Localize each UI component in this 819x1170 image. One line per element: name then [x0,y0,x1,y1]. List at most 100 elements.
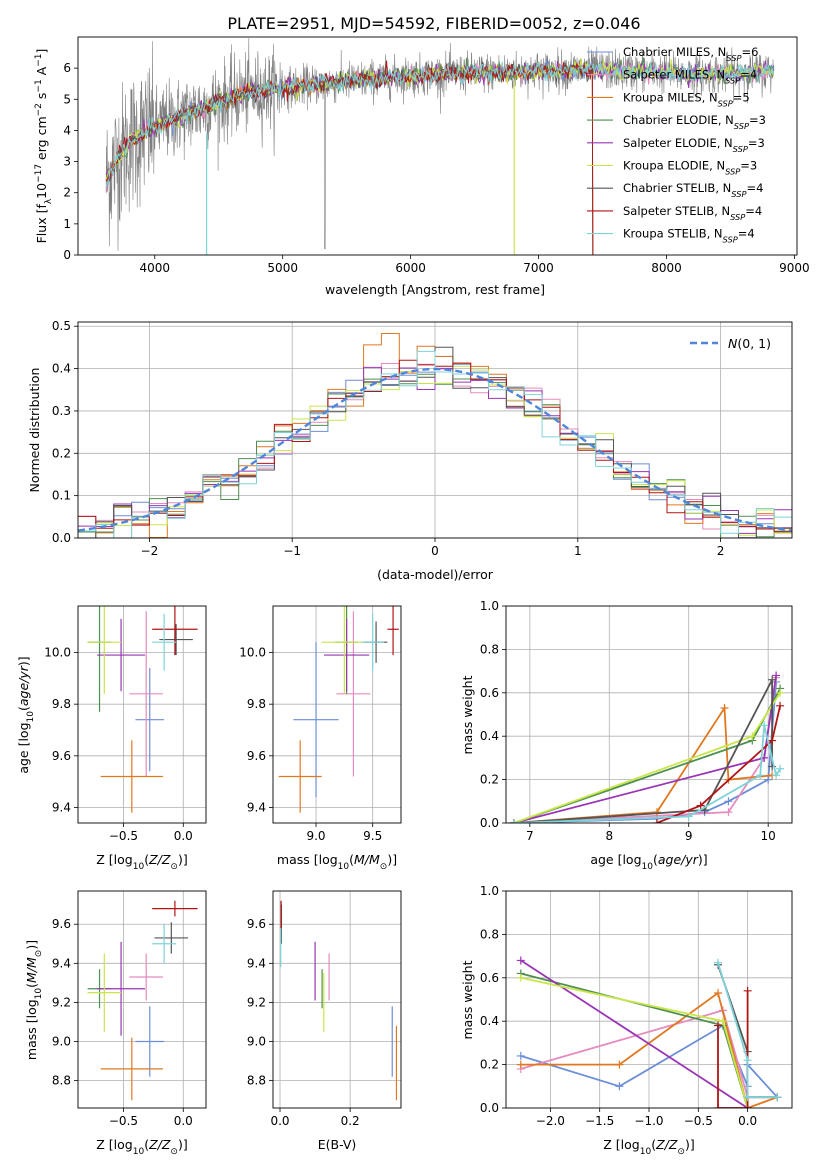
mass-weight-marker [652,808,661,817]
x-tick-label: 8 [605,829,613,843]
legend-entry: Salpeter ELODIE, NSSP=3 [623,136,765,154]
plot-area [78,322,792,538]
y-axis-label: age [log10(age/yr)] [16,656,36,773]
y-tick-label: 0.8 [480,642,499,656]
mass-weight-line [513,681,777,823]
panel-residuals: −2 −1 0 1 2 0.0 0.1 0.2 0.3 0.4 0.5 N(0, 1) (data-mo… [27,319,793,582]
x-axis-label: mass [log10(M/M⊙)] [277,852,397,872]
y-tick-label: 10.0 [44,646,71,660]
y-tick-label: 9.8 [52,697,71,711]
legend-entry: Kroupa STELIB, NSSP=4 [623,227,755,245]
mass-weight-marker [714,988,723,997]
x-tick-label: 1 [574,544,582,558]
y-tick-label: 10.0 [239,646,266,660]
mass-weight-marker [516,956,525,965]
plot-area [506,606,792,823]
y-tick-label: 0 [63,248,71,262]
y-tick-label: 9.4 [247,956,266,970]
y-tick-label: 9.4 [52,801,71,815]
mass-weight-marker [772,671,781,680]
x-tick-label: 0.0 [174,1114,193,1128]
y-tick-label: 9.6 [247,749,266,763]
x-tick-label: 9 [685,829,693,843]
y-tick-label: 9.6 [247,917,266,931]
axes-frame [272,890,402,1109]
y-tick-label: 9.0 [247,1035,266,1049]
x-tick-label: 6000 [395,261,426,275]
mass-weight-marker [516,973,525,982]
legend-entry: Salpeter MILES, NSSP=4 [623,68,757,86]
y-tick-label: 0.2 [480,1058,499,1072]
x-axis-label: age [log10(age/yr)] [590,852,707,872]
legend-entry: Salpeter STELIB, NSSP=4 [623,204,762,222]
mass-weight-marker [756,771,765,780]
mass-weight-marker [714,958,723,967]
x-tick-label: 10 [761,829,776,843]
y-tick-label: 0.0 [52,531,71,545]
mass-weight-line [520,959,749,1108]
mass-weight-line [656,705,781,823]
y-tick-label: 0.4 [52,362,71,376]
x-tick-label: 0.0 [174,829,193,843]
mass-weight-marker [714,1021,723,1030]
x-tick-label: −2.0 [536,1114,565,1128]
panel-age-vs-mass-weight: 7 8 9 10 0.0 0.2 0.4 0.6 0.8 1.0 age [log10(age/yr… [460,599,793,872]
x-tick-label: 5000 [267,261,298,275]
mass-weight-marker [615,1060,624,1069]
mass-weight-marker [509,819,518,823]
mass-weight-marker [696,801,705,810]
y-tick-label: 4 [63,123,71,137]
axes-frame [505,605,793,824]
x-tick-label: 7 [526,829,534,843]
x-tick-label: 0 [431,544,439,558]
mass-weight-marker [743,986,752,995]
mass-weight-marker [776,688,785,697]
panel-spectrum: 4000 5000 6000 7000 8000 9000 0 1 2 3 4 5 6 Chabrier … [34,36,810,297]
y-tick-label: 0.2 [52,446,71,460]
y-tick-label: 1.0 [480,884,499,898]
y-tick-label: 6 [63,61,71,75]
plot-area [78,606,206,823]
mass-weight-marker [748,732,757,741]
x-tick-label: 0.2 [341,1114,360,1128]
x-tick-label: 0.0 [738,1114,757,1128]
y-axis-label: mass weight [460,675,475,754]
x-tick-label: −0.5 [109,1114,138,1128]
mass-weight-marker [768,736,777,745]
mass-weight-marker [724,797,733,806]
legend: Chabrier MILES, NSSP=6 Salpeter MILES, NS… [587,45,766,245]
y-tick-label: 9.4 [52,956,71,970]
legend-entry: Chabrier ELODIE, NSSP=3 [623,113,766,131]
figure-title: PLATE=2951, MJD=54592, FIBERID=0052, z=0… [227,14,640,33]
x-axis-label: E(B-V) [318,1137,357,1152]
x-tick-label: 8000 [651,261,682,275]
panel-mass-vs-age: 9.0 9.5 9.4 9.6 9.8 10.0 mass [log10(M/M⊙)] [239,605,402,872]
legend-entry: Kroupa MILES, NSSP=5 [623,90,750,108]
mass-weight-line [513,688,781,823]
mass-weight-marker [764,775,773,784]
y-tick-label: 9.0 [52,1035,71,1049]
y-tick-label: 1 [63,217,71,231]
plot-area [273,891,401,1108]
mass-weight-marker [615,1082,624,1091]
x-tick-label: 0.0 [270,1114,289,1128]
mass-weight-marker [773,1093,782,1102]
mass-weight-marker [776,764,785,773]
y-tick-label: 0.6 [480,971,499,985]
spectrum-model-line [105,61,774,188]
y-tick-label: 0.0 [480,1101,499,1115]
axes-frame [77,605,207,824]
mass-weight-marker [743,1093,752,1102]
y-tick-label: 8.8 [247,1074,266,1088]
y-tick-label: 0.4 [480,729,499,743]
panel-ebv-vs-mass: 0.0 0.2 8.8 9.0 9.2 9.4 9.6 E(B-V) [247,890,402,1152]
x-tick-label: 9.5 [363,829,382,843]
legend: N(0, 1) [690,336,771,351]
panel-z-vs-mass: −0.5 0.0 8.8 9.0 9.2 9.4 9.6 Z [log10(Z/Z⊙)] mas… [24,890,207,1157]
y-tick-label: 3 [63,155,71,169]
x-tick-label: 9.0 [306,829,325,843]
legend-entry: N(0, 1) [728,336,771,351]
plot-area [273,606,401,823]
plot-area [78,891,206,1108]
